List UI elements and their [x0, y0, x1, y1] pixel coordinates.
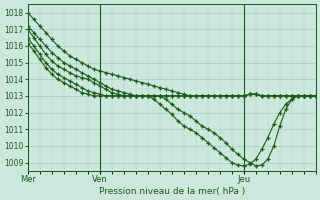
X-axis label: Pression niveau de la mer( hPa ): Pression niveau de la mer( hPa )	[99, 187, 245, 196]
